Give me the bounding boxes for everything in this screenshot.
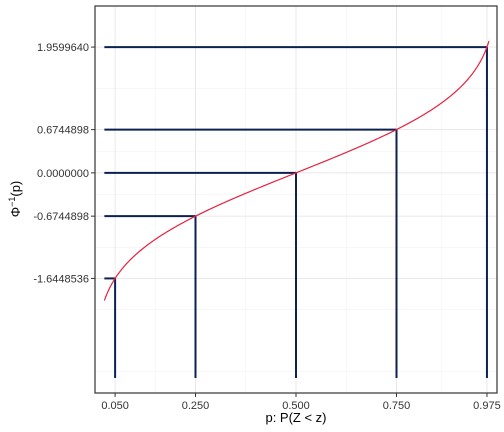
x-tick-label: 0.250 [182, 400, 210, 412]
y-axis-title: Φ−1(p) [7, 181, 23, 218]
y-tick-label: -0.6744898 [33, 211, 89, 223]
plot-panel [94, 5, 498, 394]
y-tick-label: 0.6744898 [37, 125, 89, 137]
x-tick-label: 0.975 [473, 400, 501, 412]
x-tick-label: 0.050 [101, 400, 129, 412]
y-tick-label: 1.9599640 [37, 42, 89, 54]
y-tick-label: -1.6448536 [33, 273, 89, 285]
y-axis-title-argument: (p) [8, 181, 23, 197]
y-tick-label: 0.0000000 [37, 168, 89, 180]
y-axis-title-symbol: Φ [8, 207, 23, 217]
y-axis-title-superscript: −1 [7, 197, 17, 207]
x-tick-label: 0.500 [282, 400, 310, 412]
quantile-curve [103, 40, 490, 301]
x-axis-title: p: P(Z < z) [265, 410, 326, 425]
reference-segments [104, 46, 488, 378]
x-tick-label: 0.750 [383, 400, 411, 412]
